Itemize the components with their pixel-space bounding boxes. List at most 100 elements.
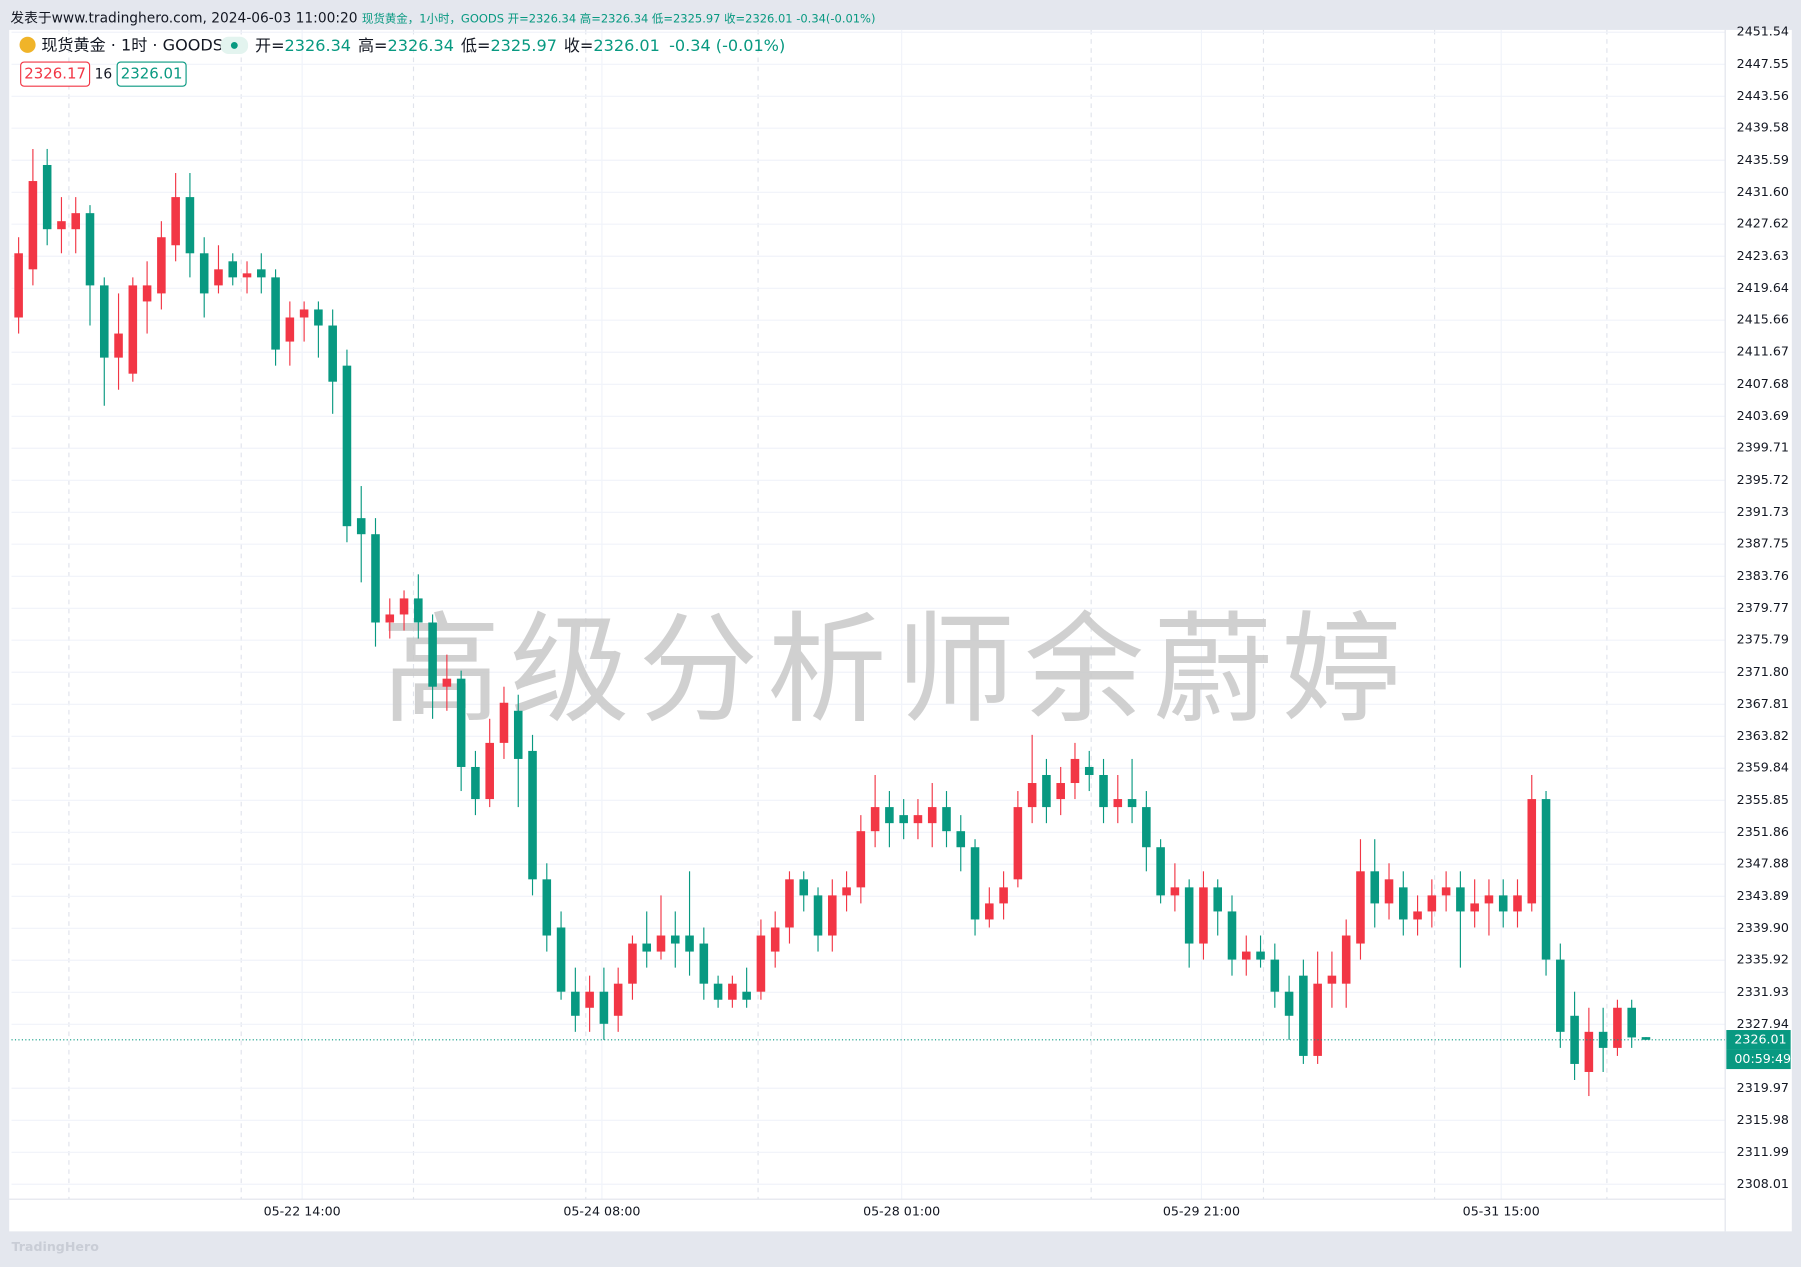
y-tick-label: 2451.54	[1737, 24, 1789, 39]
close-value: 2326.01	[593, 35, 660, 54]
candle-body	[299, 309, 309, 318]
candle-body	[471, 766, 480, 800]
candle-body	[171, 197, 180, 246]
candle-body	[856, 831, 866, 888]
candle-body	[1584, 1031, 1594, 1072]
candle-body	[1113, 799, 1123, 808]
status-dot	[230, 41, 238, 49]
buy-box[interactable]	[116, 61, 187, 87]
candle-body	[185, 197, 195, 254]
candle-body	[842, 887, 851, 896]
candle-body	[670, 935, 680, 944]
buy-price[interactable]: 2326.01	[121, 65, 183, 83]
candle-body	[399, 598, 409, 615]
last-price-label: 2326.01	[1734, 1031, 1786, 1046]
candle-body	[985, 903, 994, 920]
candle-body	[356, 518, 366, 535]
candle-body	[1241, 951, 1251, 960]
candle-body	[999, 887, 1008, 904]
candle-body	[1270, 959, 1280, 992]
candle-body	[371, 534, 380, 623]
sell-price[interactable]: 2326.17	[24, 65, 86, 83]
y-tick-label: 2403.69	[1737, 408, 1789, 423]
y-tick-label: 2363.82	[1737, 728, 1789, 743]
sell-box[interactable]	[20, 61, 91, 87]
candles	[11, 148, 1726, 1097]
y-tick-label: 2387.75	[1737, 536, 1789, 551]
high-label: 高=	[358, 35, 388, 54]
x-tick-label: 05-29 21:00	[1163, 1203, 1240, 1218]
y-tick-label: 2439.58	[1737, 120, 1789, 135]
candle-body	[71, 213, 81, 230]
y-tick-label: 2311.99	[1737, 1144, 1789, 1159]
candle-body	[428, 622, 437, 687]
x-tick-label: 05-31 15:00	[1463, 1203, 1540, 1218]
candle-body	[199, 253, 209, 294]
candle-body	[1613, 1007, 1622, 1048]
candle-body	[485, 742, 494, 800]
y-tick-label: 2343.89	[1737, 888, 1789, 903]
candle-body	[228, 261, 238, 278]
candle-body	[970, 847, 980, 920]
candle-body	[285, 317, 295, 342]
close-label: 收=	[564, 35, 594, 54]
candle-body	[1627, 1007, 1636, 1038]
countdown-box	[1726, 1049, 1791, 1070]
y-tick-label: 2347.88	[1737, 856, 1789, 871]
y-tick-label: 2359.84	[1737, 760, 1789, 775]
candle-body	[271, 277, 280, 350]
y-tick-label: 2411.67	[1737, 344, 1789, 359]
banner: 发表于www.tradinghero.com, 2024-06-03 11:00…	[10, 10, 875, 26]
open-label: 开=	[255, 35, 285, 54]
y-tick-label: 2319.97	[1737, 1080, 1789, 1095]
candle-body	[1284, 991, 1294, 1016]
candle-body	[1356, 871, 1365, 944]
axes: 2451.54 2447.55 2443.56 2439.58 2435.59 2431.…	[264, 24, 1792, 1219]
y-tick-label: 2379.77	[1737, 600, 1789, 615]
footer: TradingHero	[11, 1239, 99, 1254]
candle-body	[1470, 903, 1479, 912]
candle-body	[756, 935, 766, 992]
candle-body	[1084, 766, 1094, 775]
candle-body	[99, 285, 109, 358]
candle-body	[1498, 895, 1508, 912]
candle-body	[114, 333, 123, 358]
y-tick-label: 2335.92	[1737, 952, 1789, 967]
candle-body	[1199, 887, 1208, 944]
y-tick-label: 2383.76	[1737, 568, 1789, 583]
candle-body	[1213, 887, 1223, 912]
candle-body	[571, 991, 580, 1016]
candle-body	[1313, 983, 1322, 1056]
candle-body	[1641, 1037, 1651, 1040]
candle-body	[14, 253, 23, 318]
candle-body	[1299, 975, 1308, 1056]
high-value: 2326.34	[388, 35, 455, 54]
candle-body	[1370, 871, 1380, 904]
candle-body	[813, 895, 823, 936]
candle-body	[1441, 887, 1451, 896]
candle-body	[414, 598, 423, 623]
candle-body	[328, 325, 337, 382]
candle-body	[1056, 783, 1065, 800]
x-tick-label: 05-28 01:00	[863, 1203, 940, 1218]
candle-body	[314, 309, 323, 326]
candle-body	[128, 285, 138, 374]
ohlc-legend: 开=2326.34 高=2326.34 低=2325.97 收=2326.01 -0.3…	[255, 35, 785, 54]
candle-body	[656, 935, 666, 952]
candle-body	[899, 815, 908, 824]
candle-body	[528, 750, 537, 880]
candle-body	[1184, 887, 1194, 944]
candle-body	[1013, 807, 1023, 880]
candle-body	[1399, 887, 1408, 920]
change: -0.34 (-0.01%)	[669, 35, 785, 54]
candle-body	[585, 991, 594, 1008]
candle-body	[613, 983, 623, 1016]
candle-body	[513, 710, 523, 759]
y-tick-label: 2355.85	[1737, 792, 1789, 807]
candle-body	[499, 702, 509, 743]
candle-body	[770, 927, 780, 952]
candle-body	[628, 943, 637, 984]
y-tick-label: 2339.90	[1737, 920, 1789, 935]
